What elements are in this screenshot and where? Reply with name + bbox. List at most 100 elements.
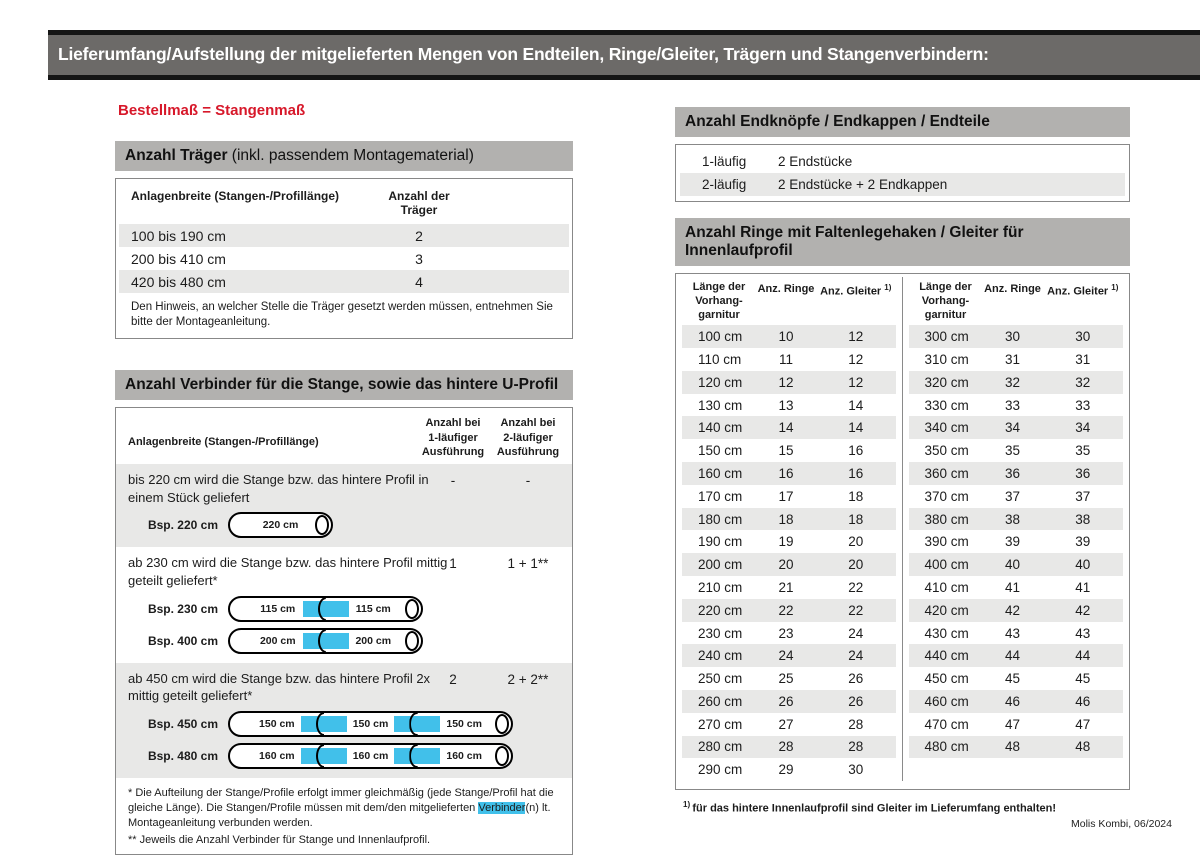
anz-gleiter-cell: 43	[1075, 625, 1091, 641]
anz-ringe-cell: 18	[778, 511, 794, 527]
laenge-cell: 240 cm	[698, 648, 743, 664]
rod-diagram: 220 cm	[228, 512, 333, 539]
rod-connector	[394, 743, 441, 768]
ringe-table-right-half: Länge der Vorhang- garnitur Anz. Ringe A…	[903, 277, 1130, 781]
verbinder-block-text: ab 230 cm wird die Stange bzw. das hinte…	[128, 555, 448, 588]
anz-ringe-cell: 33	[1004, 397, 1021, 413]
traeger-table-header: Anlagenbreite (Stangen-/Profillänge) Anz…	[119, 186, 569, 224]
qty-2-laeufig-cell: 2 + 2**	[507, 671, 549, 687]
ringe-row: 320 cm 32 32	[908, 370, 1123, 394]
laenge-cell: 210 cm	[698, 579, 743, 595]
anz-ringe-cell: 46	[1004, 693, 1021, 709]
laenge-cell: 290 cm	[698, 762, 743, 778]
rod-example: Bsp. 400 cm 200 cm 200 cm	[116, 627, 572, 654]
anz-gleiter-cell: 16	[848, 443, 864, 459]
ringe-row: 310 cm 31 31	[909, 348, 1124, 371]
anz-ringe-cell: 21	[778, 579, 794, 595]
traeger-note: Den Hinweis, an welcher Stelle die Träge…	[131, 301, 553, 329]
laenge-cell: 380 cm	[924, 511, 969, 527]
rod-segment-label: 160 cm	[259, 749, 295, 762]
rod-connector	[302, 628, 349, 653]
laenge-cell: 460 cm	[924, 693, 969, 709]
anz-ringe-cell: 11	[778, 351, 793, 367]
anz-ringe-cell: 36	[1004, 465, 1021, 481]
anz-gleiter-cell: 28	[848, 716, 864, 732]
col-gleiter-sup: 1)	[884, 283, 892, 292]
document-version: Molis Kombi, 06/2024	[1071, 818, 1172, 830]
laenge-cell: 370 cm	[924, 488, 969, 504]
anz-ringe-cell: 15	[778, 443, 794, 459]
qty-1-laeufig-cell: 2	[449, 671, 457, 687]
col-laenge: Länge der Vorhang- garnitur	[919, 281, 972, 321]
traeger-rows: 100 bis 190 cm 2 200 bis 410 cm 3 420 bis 48…	[119, 224, 569, 293]
ringe-footnote-sup: 1)	[683, 800, 693, 810]
ringe-row: 190 cm 19 20	[682, 530, 896, 553]
rod-segment-label: 150 cm	[352, 717, 389, 730]
rod-segment-label: 200 cm	[355, 634, 392, 647]
ringe-row: 250 cm 25 26	[682, 667, 896, 690]
anz-gleiter-cell: 36	[1075, 465, 1091, 481]
ringe-row: 360 cm 36 36	[908, 462, 1123, 485]
ringe-table-header: Länge der Vorhang- garnitur Anz. Ringe A…	[909, 281, 1124, 322]
anz-ringe-cell: 27	[778, 716, 794, 732]
col-anzahl-1-laeufig: Anzahl bei 1-läufiger Ausführung	[421, 417, 485, 458]
rod-joint-arc	[317, 628, 326, 653]
laenge-cell: 440 cm	[924, 648, 969, 664]
ringe-row: 240 cm 24 24	[682, 644, 896, 668]
laenge-cell: 120 cm	[698, 374, 743, 390]
ringe-section-header: Anzahl Ringe mit Faltenlegehaken / Gleit…	[675, 218, 1130, 266]
anz-gleiter-cell: 39	[1075, 534, 1091, 550]
col-anlagenbreite: Anlagenbreite (Stangen-/Profillänge)	[128, 436, 319, 449]
laenge-cell: 320 cm	[924, 374, 969, 390]
rod-diagram: 115 cm 115 cm	[228, 595, 423, 622]
anz-ringe-cell: 32	[1004, 374, 1021, 390]
laenge-cell: 310 cm	[924, 351, 969, 367]
anz-ringe-cell: 25	[778, 671, 794, 687]
ringe-row: 230 cm 23 24	[682, 622, 896, 645]
anz-gleiter-cell: 46	[1075, 693, 1091, 709]
col-gleiter-label: Anz. Gleiter	[1047, 285, 1112, 298]
rod-segment-label: 160 cm	[352, 749, 389, 762]
laenge-cell: 160 cm	[698, 465, 743, 481]
anz-ringe-cell: 12	[778, 374, 794, 390]
ringe-row: 100 cm 10 12	[682, 325, 896, 349]
verbinder-highlight: Verbinder	[478, 801, 526, 814]
anz-gleiter-cell: 22	[848, 579, 864, 595]
right-column: Anzahl Endknöpfe / Endkappen / Endteile …	[675, 107, 1130, 815]
laenge-cell: 170 cm	[698, 488, 743, 504]
anz-ringe-cell: 45	[1004, 671, 1021, 687]
anz-ringe-cell: 41	[1004, 579, 1021, 595]
laenge-cell: 180 cm	[698, 511, 743, 527]
ringe-row: 220 cm 22 22	[682, 598, 896, 622]
ringe-row: 380 cm 38 38	[908, 507, 1123, 531]
anz-ringe-cell: 10	[778, 329, 794, 345]
anz-gleiter-cell: 37	[1075, 488, 1091, 504]
anz-ringe-cell: 24	[778, 648, 794, 664]
rod-endcap	[315, 515, 329, 536]
anz-gleiter-cell: 34	[1075, 420, 1091, 436]
anz-gleiter-cell: 14	[848, 420, 864, 436]
anz-ringe-cell: 31	[1004, 351, 1021, 367]
laenge-cell: 220 cm	[698, 602, 743, 618]
verbinder-section-title: Anzahl Verbinder für die Stange, sowie d…	[125, 376, 559, 394]
verbinder-block: bis 220 cm wird die Stange bzw. das hint…	[116, 464, 572, 548]
ringe-row: 430 cm 43 43	[909, 622, 1124, 645]
anz-gleiter-cell: 24	[848, 648, 864, 664]
anz-gleiter-cell: 47	[1075, 716, 1091, 732]
laenge-cell: 430 cm	[924, 625, 969, 641]
ringe-row: 150 cm 15 16	[682, 439, 896, 462]
ringe-row: 270 cm 27 28	[682, 713, 896, 736]
laenge-cell: 470 cm	[924, 716, 969, 732]
bestellmass-note: Bestellmaß = Stangenmaß	[118, 102, 306, 119]
laenge-cell: 190 cm	[698, 534, 743, 550]
anz-gleiter-cell: 12	[848, 329, 864, 345]
page-banner: Lieferumfang/Aufstellung der mitgeliefer…	[48, 30, 1200, 80]
traeger-section-subtitle: (inkl. passendem Montagematerial)	[227, 147, 474, 164]
anz-ringe-cell: 29	[778, 762, 794, 778]
anzahl-traeger-cell: 4	[415, 273, 423, 290]
rod-example-label: Bsp. 230 cm	[147, 601, 218, 616]
rod-segment-label: 115 cm	[355, 602, 391, 615]
laenge-cell: 110 cm	[698, 351, 742, 367]
anz-ringe-cell: 13	[778, 397, 794, 413]
rod-joint-arc	[409, 711, 418, 736]
